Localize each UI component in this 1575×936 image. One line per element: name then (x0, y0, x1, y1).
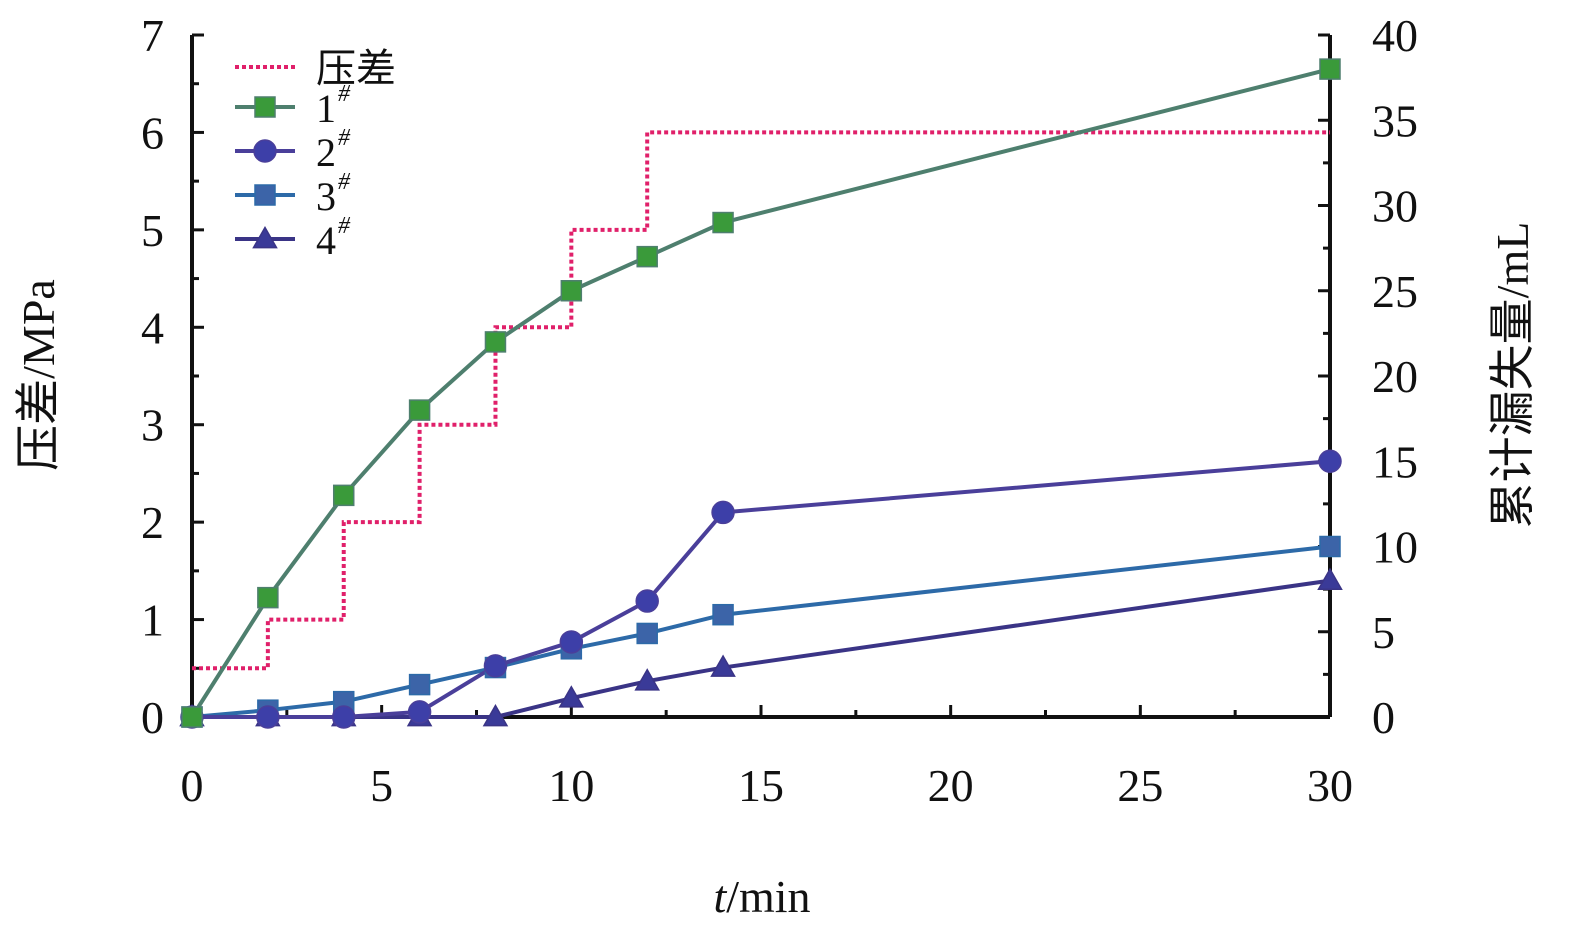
legend-series-3-sup: # (338, 169, 351, 195)
y-left-tick-label: 4 (141, 302, 164, 353)
y-right-tick-label: 5 (1372, 607, 1395, 658)
x-axis-title-unit: /min (726, 871, 810, 922)
series-2-line (192, 459, 1331, 719)
series-1-point (332, 484, 355, 507)
legend-series-3-label: 3 (316, 174, 336, 219)
legend-series-2-marker (253, 139, 277, 163)
series-4-point (1317, 567, 1343, 590)
x-axis-title: t/min (713, 871, 810, 922)
series-4-point (558, 685, 585, 708)
series-2-point (635, 589, 659, 613)
series-1-point (181, 706, 203, 728)
x-tick-label: 25 (1117, 760, 1163, 811)
series-2-point (1318, 449, 1342, 473)
series-3-point (636, 622, 658, 645)
x-tick-label: 10 (548, 760, 594, 811)
y-right-tick-label: 0 (1372, 692, 1395, 743)
series-1-point (636, 245, 658, 268)
y-right-tick-label: 10 (1372, 522, 1418, 573)
legend-series-2-sup: # (338, 125, 351, 151)
y-left-tick-label: 0 (141, 692, 164, 743)
x-tick-label: 15 (738, 760, 784, 811)
series-4-point (482, 703, 509, 727)
y-right-tick-label: 25 (1372, 266, 1418, 317)
legend: 压差1 #2 #3 #4 # (235, 46, 396, 263)
y-left-tick-label: 5 (141, 205, 164, 256)
series-1-line (190, 67, 1331, 719)
series-1-point (712, 211, 734, 234)
right-y-axis-title: 累计漏失量/mL (1487, 222, 1538, 529)
legend-series-4-sup: # (338, 213, 351, 239)
y-right-tick-label: 30 (1372, 181, 1418, 232)
series-2-point (331, 705, 356, 729)
series-2-point (407, 700, 432, 724)
series-1-point (257, 586, 279, 609)
x-tick-label: 20 (928, 760, 974, 811)
legend-series-4-marker (252, 225, 278, 249)
y-left-tick-label: 2 (141, 497, 164, 548)
x-tick-label: 0 (181, 760, 204, 811)
y-right-tick-label: 35 (1372, 95, 1418, 146)
series-1-point (408, 399, 431, 421)
x-tick-label: 30 (1307, 760, 1353, 811)
legend-series-1-label: 1 (316, 86, 336, 131)
series-2-point (256, 705, 280, 729)
y-left-tick-label: 1 (141, 595, 164, 646)
legend-series-1-marker (254, 96, 276, 118)
legend-series-3-marker (254, 184, 276, 206)
legend-series-2-label: 2 (316, 130, 336, 175)
series-2-point (483, 654, 508, 678)
y-left-tick-label: 3 (141, 400, 164, 451)
legend-pressure-label: 压差 (316, 46, 396, 91)
series-4-point (710, 654, 736, 677)
series-layer (179, 58, 1343, 729)
series-3-point (712, 603, 734, 626)
plot-frame (190, 35, 1332, 719)
series-3-point (1319, 535, 1341, 558)
legend-series-1-sup: # (338, 81, 351, 107)
series-3-point (408, 673, 431, 696)
y-right-tick-label: 20 (1372, 351, 1418, 402)
series-2-point (559, 630, 584, 654)
y-left-tick-label: 7 (141, 10, 164, 61)
x-axis-title-variable: t (713, 871, 727, 922)
y-right-tick-label: 40 (1372, 10, 1418, 61)
y-right-tick-label: 15 (1372, 436, 1418, 487)
series-3-line (191, 544, 1331, 719)
legend-series-4-label: 4 (316, 218, 336, 263)
series-1-point (1319, 58, 1341, 80)
x-tick-label: 5 (370, 760, 393, 811)
series-2-point (711, 500, 735, 525)
left-y-axis-title: 压差/MPa (13, 279, 64, 471)
series-1-point (484, 331, 507, 353)
series-1-point (560, 280, 583, 302)
y-left-tick-label: 6 (141, 107, 164, 158)
series-4-point (634, 668, 660, 691)
